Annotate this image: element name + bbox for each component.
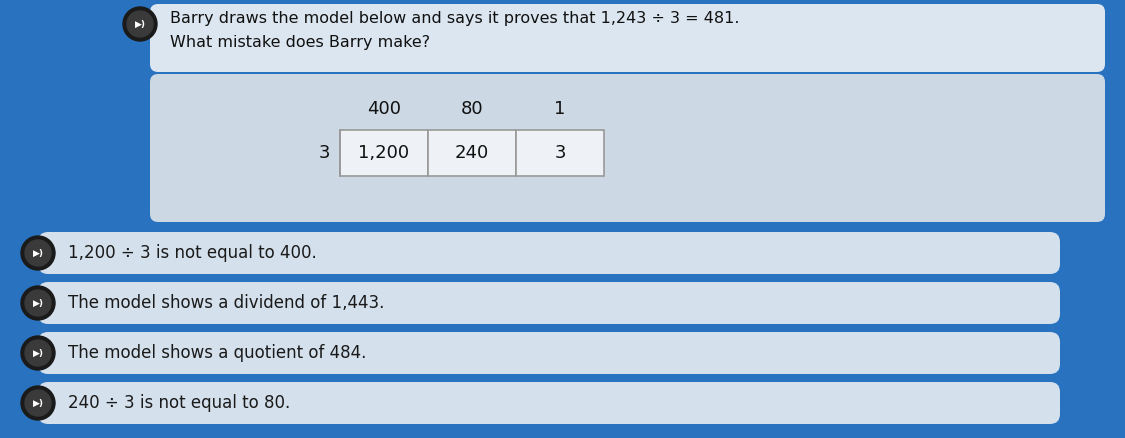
Circle shape — [21, 336, 55, 370]
Text: ▶): ▶) — [33, 248, 44, 258]
Text: The model shows a dividend of 1,443.: The model shows a dividend of 1,443. — [68, 294, 385, 312]
FancyBboxPatch shape — [150, 4, 1105, 72]
Text: 1: 1 — [555, 100, 566, 118]
Circle shape — [25, 290, 51, 316]
Text: ▶): ▶) — [33, 399, 44, 407]
Text: Barry draws the model below and says it proves that 1,243 ÷ 3 = 481.: Barry draws the model below and says it … — [170, 11, 739, 25]
Circle shape — [25, 390, 51, 416]
Text: What mistake does Barry make?: What mistake does Barry make? — [170, 35, 430, 49]
Text: ▶): ▶) — [33, 299, 44, 307]
FancyBboxPatch shape — [516, 130, 604, 176]
Text: 240 ÷ 3 is not equal to 80.: 240 ÷ 3 is not equal to 80. — [68, 394, 290, 412]
FancyBboxPatch shape — [38, 282, 1060, 324]
Text: ▶): ▶) — [135, 20, 145, 28]
FancyBboxPatch shape — [38, 332, 1060, 374]
Text: 240: 240 — [455, 144, 489, 162]
Circle shape — [123, 7, 158, 41]
Circle shape — [127, 11, 153, 37]
Text: 3: 3 — [318, 144, 330, 162]
Circle shape — [21, 236, 55, 270]
Text: The model shows a quotient of 484.: The model shows a quotient of 484. — [68, 344, 367, 362]
FancyBboxPatch shape — [150, 74, 1105, 222]
Text: 3: 3 — [555, 144, 566, 162]
Text: 1,200: 1,200 — [359, 144, 410, 162]
Text: 1,200 ÷ 3 is not equal to 400.: 1,200 ÷ 3 is not equal to 400. — [68, 244, 317, 262]
FancyBboxPatch shape — [38, 232, 1060, 274]
Text: 80: 80 — [461, 100, 484, 118]
Circle shape — [21, 386, 55, 420]
FancyBboxPatch shape — [340, 130, 428, 176]
Text: 400: 400 — [367, 100, 400, 118]
FancyBboxPatch shape — [428, 130, 516, 176]
Text: ▶): ▶) — [33, 349, 44, 357]
Circle shape — [25, 240, 51, 266]
Circle shape — [21, 286, 55, 320]
Circle shape — [25, 340, 51, 366]
FancyBboxPatch shape — [38, 382, 1060, 424]
